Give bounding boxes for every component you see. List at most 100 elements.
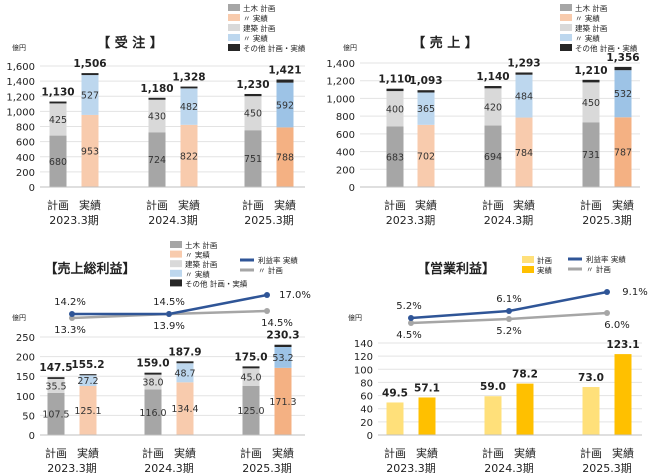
ytick-0-3: 600 — [16, 138, 35, 149]
legend-swatch-0-3 — [228, 34, 240, 41]
period-label-0-0: 2023.3期 — [49, 214, 99, 227]
seg-label-0-5-0: 788 — [276, 153, 294, 164]
total-label-1-3: 1,293 — [507, 57, 540, 69]
bar-1-2-seg-1 — [484, 88, 502, 126]
ytick-3-5: 100 — [354, 365, 373, 376]
ytick-2-0: 0 — [29, 431, 35, 442]
legend-label-0-3: 〃 実績 — [243, 33, 268, 43]
legend-swatch-0-1 — [228, 14, 240, 21]
bar-0-3-seg-2 — [180, 86, 198, 89]
legend-label-0-0: 土木 計画 — [243, 3, 275, 13]
category-label-1-2: 計画 — [482, 198, 504, 212]
ytick-0-8: 1,600 — [6, 62, 35, 73]
bar-2-2-seg-2 — [144, 372, 162, 375]
seg-label-1-5-0: 787 — [614, 148, 632, 159]
bar-2-5-seg-2 — [274, 344, 292, 347]
legend-swatch-2-2 — [170, 260, 182, 268]
legend-label-1-2: 建築 計画 — [575, 23, 607, 33]
bar-0-4-seg-1 — [244, 96, 262, 131]
bar-1-5-seg-1 — [614, 70, 632, 118]
total-label-1-5: 1,356 — [606, 52, 639, 64]
category-label-0-5: 実績 — [274, 198, 296, 212]
seg-label-0-0-0: 680 — [49, 157, 67, 168]
seg-label-1-1-0: 702 — [417, 151, 435, 162]
category-label-2-0: 計画 — [45, 446, 67, 460]
seg-label-2-3-0: 134.4 — [171, 404, 198, 415]
seg-label-2-0-1: 35.5 — [45, 381, 66, 392]
ytick-0-1: 200 — [16, 168, 35, 179]
ytick-1-5: 1,000 — [326, 94, 355, 105]
ytick-3-7: 140 — [354, 339, 373, 350]
category-label-0-2: 計画 — [146, 198, 168, 212]
seg-label-1-2-1: 420 — [484, 102, 502, 113]
ytick-0-7: 1,400 — [6, 77, 35, 88]
bar-1-3-seg-1 — [515, 74, 533, 118]
margin-actual-label-3-1: 6.1% — [496, 294, 521, 305]
seg-label-2-3-1: 48.7 — [174, 368, 195, 379]
unit-label-0: 億円 — [12, 43, 26, 52]
legend-swatch-2-0 — [170, 241, 182, 248]
ytick-0-6: 1,200 — [6, 92, 35, 103]
ytick-1-0: 0 — [349, 183, 355, 194]
bar-1-0-seg-1 — [386, 91, 404, 127]
seg-label-1-0-1: 400 — [386, 104, 404, 115]
legend-swatch-0-4 — [228, 44, 240, 51]
margin-plan-label-3-0: 4.5% — [396, 330, 421, 341]
margin-plan-label-2-2: 14.5% — [261, 318, 293, 329]
margin-plan-label-3-1: 5.2% — [496, 326, 521, 337]
ytick-3-1: 20 — [360, 418, 373, 429]
seg-label-2-5-0: 171.3 — [269, 397, 296, 408]
legend-label-2-4: その他 計画・実績 — [185, 278, 248, 288]
bar-0-2-seg-2 — [148, 97, 166, 100]
total-label-0-5: 1,421 — [268, 65, 301, 77]
category-label-2-3: 実績 — [174, 446, 196, 460]
seg-label-2-4-0: 125.0 — [237, 406, 264, 417]
legend-label-3-0: 計画 — [537, 255, 552, 265]
legend-label-0-2: 建築 計画 — [243, 23, 275, 33]
total-label-1-1: 1,093 — [409, 75, 442, 87]
legend-label-2-6: 〃 計画 — [258, 265, 283, 275]
ytick-2-2: 100 — [16, 392, 35, 403]
bar-2-3-seg-1 — [176, 363, 194, 383]
ytick-1-2: 400 — [336, 148, 355, 159]
margin-actual-point-2-1 — [166, 311, 172, 317]
legend-label-2-5: 利益率 実績 — [258, 255, 298, 265]
margin-plan-label-2-0: 13.3% — [54, 325, 86, 336]
bar-2-5-seg-1 — [274, 346, 292, 368]
category-label-3-0: 計画 — [384, 446, 406, 460]
margin-actual-label-2-2: 17.0% — [279, 290, 311, 301]
bar-3-5 — [614, 354, 632, 435]
unit-label-1: 億円 — [343, 43, 357, 52]
margin-plan-point-3-1 — [506, 316, 512, 322]
total-label-3-0: 49.5 — [382, 387, 408, 399]
bar-2-0-seg-0 — [47, 392, 65, 435]
legend-swatch-0-2 — [228, 24, 240, 31]
seg-label-2-1-0: 125.1 — [74, 406, 101, 417]
legend-label-1-3: 〃 実績 — [575, 33, 600, 43]
total-label-2-2: 159.0 — [136, 358, 169, 370]
category-label-3-3: 実績 — [514, 446, 536, 460]
ytick-0-2: 400 — [16, 153, 35, 164]
legend-swatch-2-1 — [170, 250, 182, 258]
ytick-3-0: 0 — [367, 431, 373, 442]
bar-2-5-seg-0 — [274, 367, 292, 435]
bar-1-3-seg-0 — [515, 117, 533, 187]
bar-0-4-seg-2 — [244, 93, 262, 97]
category-label-1-3: 実績 — [513, 198, 535, 212]
total-label-0-0: 1,130 — [41, 87, 74, 99]
category-label-0-1: 実績 — [79, 198, 101, 212]
bar-3-4 — [582, 387, 600, 435]
chart-title-3: 【営業利益】 — [417, 261, 495, 277]
ytick-3-2: 40 — [360, 405, 373, 416]
period-label-2-2: 2025.3期 — [242, 462, 292, 473]
bar-0-1-seg-0 — [81, 114, 99, 187]
period-label-0-2: 2025.3期 — [244, 214, 294, 227]
legend-swatch-3-0 — [522, 256, 534, 263]
bar-2-3-seg-2 — [176, 361, 194, 364]
margin-actual-label-2-1: 14.5% — [153, 297, 185, 308]
seg-label-0-4-1: 450 — [244, 109, 262, 120]
seg-label-1-5-1: 532 — [614, 89, 632, 100]
bar-2-1-seg-0 — [79, 385, 97, 435]
bar-1-5-seg-0 — [614, 117, 632, 187]
